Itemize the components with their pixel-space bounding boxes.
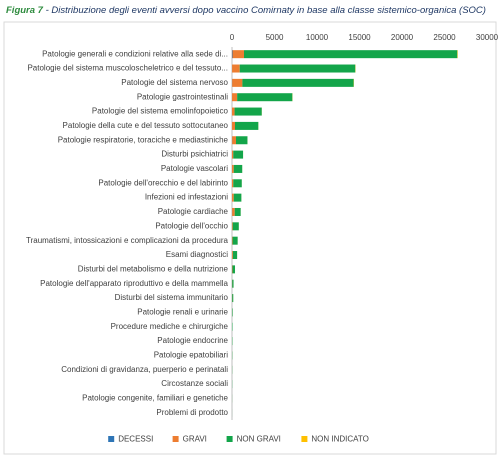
legend-label: NON INDICATO <box>311 435 368 444</box>
bar-segment <box>233 179 242 188</box>
bar-segment <box>235 136 248 145</box>
bar-segment <box>232 207 235 216</box>
bar-segment <box>232 50 233 59</box>
bar-segment <box>232 78 243 87</box>
x-tick-label: 5000 <box>266 33 284 42</box>
y-tick-label: Patologie del sistema nervoso <box>121 78 228 87</box>
bar-segment <box>233 193 242 202</box>
y-tick-label: Patologie cardiache <box>158 207 229 216</box>
legend-swatch <box>226 436 233 442</box>
chart-frame <box>3 21 497 455</box>
bar-segment <box>232 164 234 173</box>
bar-segment <box>232 222 233 231</box>
y-tick-label: Disturbi del metabolismo e della nutrizi… <box>78 264 229 273</box>
bar-segment <box>242 78 354 87</box>
bar-segment <box>232 265 235 274</box>
bar-segment <box>232 251 233 260</box>
bar-segment <box>232 251 238 260</box>
bar-segment <box>232 50 244 59</box>
x-tick-label: 15000 <box>348 33 371 42</box>
legend-swatch <box>172 436 179 442</box>
bar-segment <box>232 121 235 130</box>
y-tick-label: Traumatismi, intossicazioni e complicazi… <box>26 236 229 245</box>
bar-segment <box>232 236 233 245</box>
figure-label: Figura 7 <box>6 5 44 16</box>
title-text: - Distribuzione degli eventi avversi dop… <box>46 5 486 16</box>
bar-segment <box>237 93 293 102</box>
bar-segment <box>232 150 234 159</box>
y-tick-label: Disturbi del sistema immunitario <box>115 293 229 302</box>
y-tick-label: Patologie congenite, familiari e genetic… <box>82 394 228 403</box>
y-tick-label: Procedure mediche e chirurgiche <box>111 322 229 331</box>
y-tick-label: Patologie generali e condizioni relative… <box>42 49 228 58</box>
y-tick-label: Problemi di prodotto <box>156 408 228 417</box>
bar-segment <box>234 121 259 130</box>
legend-label: DECESSI <box>118 435 153 444</box>
bar-segment <box>233 150 244 159</box>
bar-segment <box>232 64 240 73</box>
bar-segment <box>232 222 239 231</box>
bar-segment <box>232 179 234 188</box>
bar-segment <box>239 64 356 73</box>
legend-swatch <box>301 436 308 442</box>
y-tick-label: Patologie renali e urinarie <box>137 308 228 317</box>
x-tick-label: 0 <box>230 33 235 42</box>
y-tick-label: Condizioni di gravidanza, puerperio e pe… <box>61 365 228 374</box>
y-tick-label: Patologie gastrointestinali <box>137 92 228 101</box>
bar-segment <box>232 136 236 145</box>
x-tick-label: 25000 <box>433 33 456 42</box>
bar-segment <box>234 107 262 116</box>
x-tick-label: 30000 <box>476 33 499 42</box>
bar-segment <box>232 193 234 202</box>
y-tick-label: Patologie della cute e del tessuto sotto… <box>63 121 229 130</box>
y-tick-label: Patologie endocrine <box>157 336 228 345</box>
y-tick-label: Circostanze sociali <box>161 379 228 388</box>
bar-segment <box>232 236 238 245</box>
legend-label: GRAVI <box>183 435 207 444</box>
bar-segment <box>233 164 243 173</box>
y-tick-label: Patologie dell'occhio <box>155 221 228 230</box>
y-tick-label: Patologie epatobiliari <box>154 351 228 360</box>
legend-label: NON GRAVI <box>237 435 281 444</box>
bar-segment <box>232 279 234 288</box>
bar-segment <box>232 93 238 102</box>
bar-segment <box>232 107 235 116</box>
bar-segment <box>234 207 241 216</box>
y-tick-label: Patologie dell'orecchio e del labirinto <box>98 178 228 187</box>
bar-segment <box>243 50 458 59</box>
y-tick-label: Patologie del sistema muscoloscheletrico… <box>27 64 228 73</box>
y-tick-label: Patologie vascolari <box>161 164 228 173</box>
y-tick-label: Disturbi psichiatrici <box>161 150 228 159</box>
y-tick-label: Esami diagnostici <box>166 250 228 259</box>
bar-segment <box>232 294 234 303</box>
y-tick-label: Patologie dell'apparato riproduttivo e d… <box>40 279 228 288</box>
x-tick-label: 10000 <box>306 33 329 42</box>
y-tick-label: Patologie del sistema emolinfopoietico <box>92 107 229 116</box>
chart-title: Figura 7 - Distribuzione degli eventi av… <box>6 5 486 16</box>
y-tick-label: Infezioni ed infestazioni <box>145 193 228 202</box>
legend-swatch <box>108 436 115 442</box>
y-tick-label: Patologie respiratorie, toraciche e medi… <box>58 135 229 144</box>
bar-segment <box>232 308 233 317</box>
x-tick-label: 20000 <box>391 33 414 42</box>
